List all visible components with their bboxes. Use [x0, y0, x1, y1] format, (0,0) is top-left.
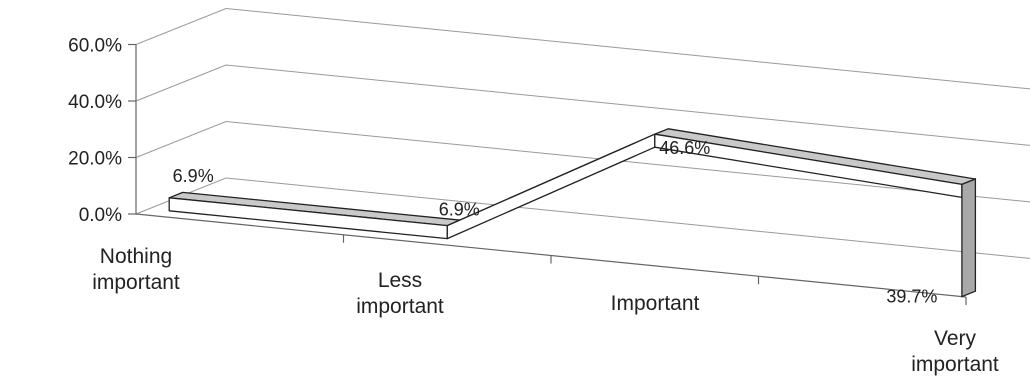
- gridline: [135, 7, 1030, 90]
- gridline: [135, 177, 1030, 259]
- data-label: 6.9%: [439, 200, 480, 220]
- data-ribbon: [168, 128, 977, 298]
- y-axis-tick-labels: 0.0% 20.0% 40.0% 60.0%: [68, 36, 122, 227]
- x-category-label: Less important: [356, 269, 444, 318]
- x-category-label: Important: [611, 292, 700, 315]
- y-tick-label: 0.0%: [79, 205, 122, 226]
- gridline: [135, 120, 1030, 203]
- x-category-label: Very important: [911, 327, 999, 376]
- gridlines: [135, 7, 1030, 259]
- axes: [128, 43, 967, 305]
- ribbon-end-cap: [961, 178, 977, 298]
- x-category-label-line: Important: [611, 292, 700, 315]
- ribbon-segment-front: [446, 133, 656, 240]
- x-axis-category-labels: Nothing important Less important Important Ve…: [92, 245, 999, 376]
- x-category-label-line: important: [911, 353, 999, 376]
- data-label: 6.9%: [173, 166, 214, 186]
- y-tick-label: 40.0%: [68, 92, 122, 113]
- x-category-label-line: Less: [378, 269, 422, 292]
- data-label: 39.7%: [886, 286, 937, 306]
- data-label: 46.6%: [659, 138, 710, 158]
- x-category-label-line: Nothing: [100, 245, 172, 268]
- y-tick-label: 60.0%: [68, 36, 122, 57]
- x-category-label-line: Very: [934, 327, 977, 350]
- data-labels: 6.9% 6.9% 46.6% 39.7%: [173, 138, 938, 306]
- gridline: [135, 64, 1030, 146]
- y-tick-label: 20.0%: [68, 149, 122, 170]
- x-category-label: Nothing important: [92, 245, 180, 294]
- x-category-label-line: important: [92, 271, 180, 294]
- x-category-label-line: important: [356, 295, 444, 318]
